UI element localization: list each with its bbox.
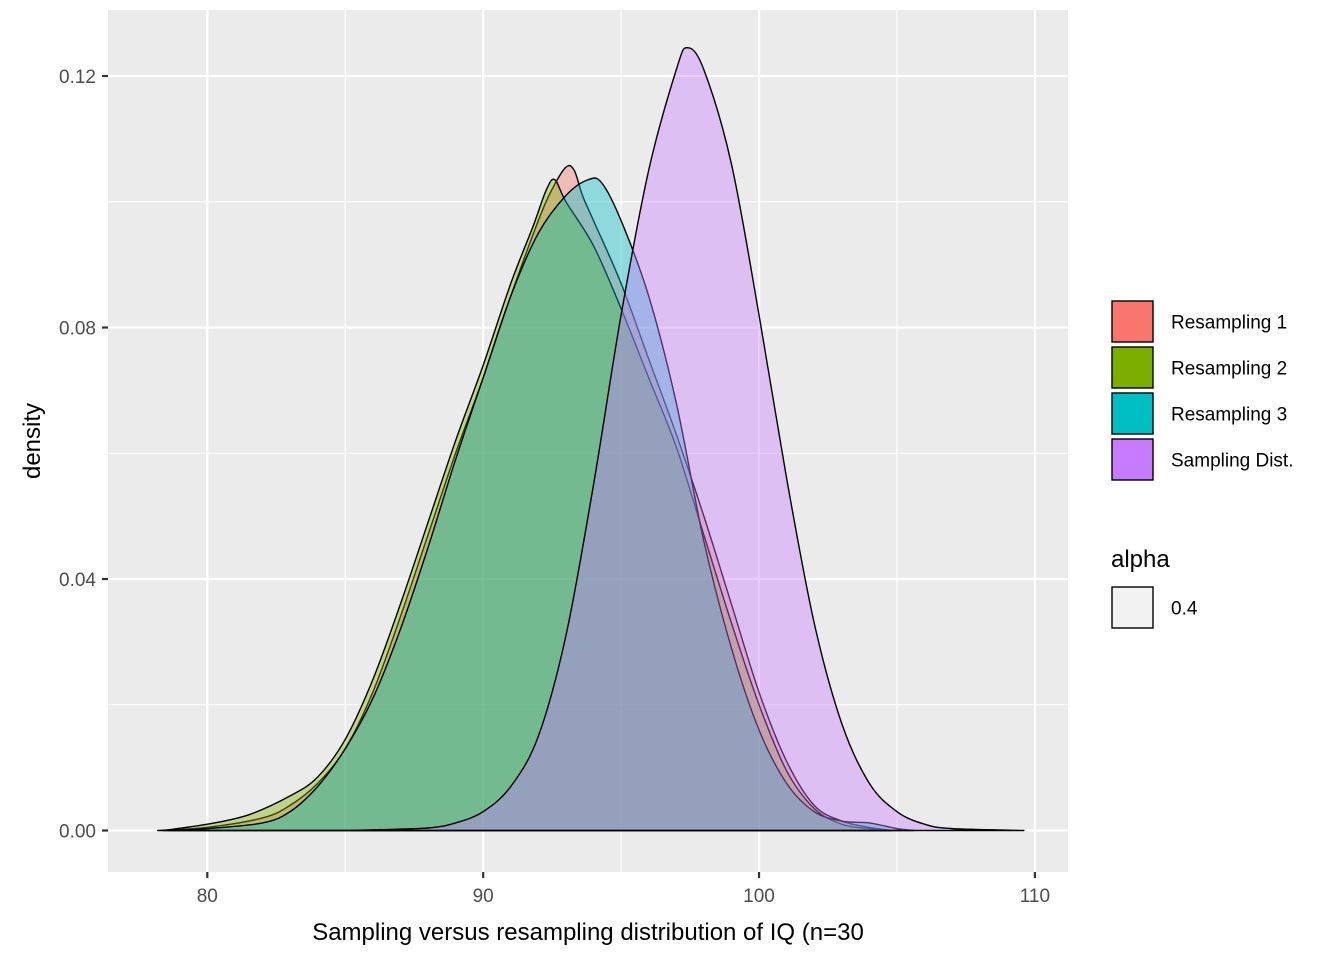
grid-minor bbox=[108, 10, 1068, 872]
y-tick-label: 0.00 bbox=[59, 822, 96, 843]
legend-alpha-swatch bbox=[1111, 586, 1154, 629]
y-tick-label: 0.12 bbox=[59, 67, 96, 88]
legend-key-swatch bbox=[1111, 300, 1154, 343]
y-axis-ticks: 0.00 0.04 0.08 0.12 bbox=[59, 67, 108, 843]
x-axis-title: Sampling versus resampling distribution … bbox=[312, 919, 864, 946]
legend-key-swatch bbox=[1111, 438, 1154, 481]
y-tick-label: 0.04 bbox=[59, 570, 96, 591]
legend-alpha-label: 0.4 bbox=[1171, 599, 1198, 620]
legend-alpha-title: alpha bbox=[1111, 546, 1170, 573]
x-tick-label: 110 bbox=[1020, 886, 1050, 907]
density-area-4 bbox=[350, 47, 1025, 832]
plot-panel bbox=[108, 10, 1068, 872]
legend-item-label: Resampling 2 bbox=[1171, 359, 1287, 380]
density-area-3 bbox=[167, 177, 915, 832]
y-tick-label: 0.08 bbox=[59, 319, 96, 340]
legend-item-label: Resampling 1 bbox=[1171, 313, 1287, 334]
x-tick-label: 100 bbox=[743, 886, 775, 907]
legend-item-label: Sampling Dist. bbox=[1171, 451, 1294, 472]
legend-key-swatch bbox=[1111, 346, 1154, 389]
legend-key-swatch bbox=[1111, 392, 1154, 435]
density-areas bbox=[156, 47, 1025, 832]
legend-item-label: Resampling 3 bbox=[1171, 405, 1287, 426]
x-tick-label: 90 bbox=[473, 886, 494, 907]
x-tick-label: 80 bbox=[197, 886, 218, 907]
legend-alpha: alpha 0.4 bbox=[1111, 546, 1198, 629]
x-axis-ticks: 80 90 100 110 bbox=[197, 872, 1050, 907]
legend-fill: Resampling 1 Resampling 2 Resampling 3 Samp… bbox=[1111, 300, 1294, 481]
density-area-2 bbox=[162, 178, 893, 832]
y-axis-title: density bbox=[19, 403, 46, 479]
